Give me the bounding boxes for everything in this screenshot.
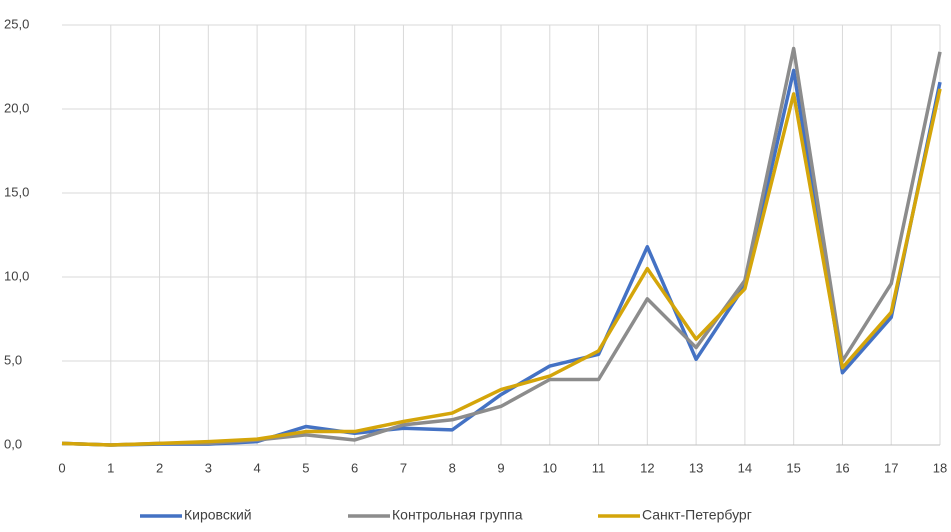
- x-tick-label: 11: [592, 460, 606, 475]
- y-tick-label: 10,0: [4, 268, 29, 283]
- x-tick-label: 4: [253, 460, 260, 475]
- legend-label: Кировский: [184, 507, 252, 523]
- x-tick-label: 17: [884, 460, 898, 475]
- x-tick-label: 18: [933, 460, 947, 475]
- legend-label: Контрольная группа: [392, 507, 523, 523]
- x-tick-label: 16: [835, 460, 849, 475]
- y-tick-label: 15,0: [4, 184, 29, 199]
- x-tick-label: 8: [449, 460, 456, 475]
- x-tick-label: 6: [351, 460, 358, 475]
- y-tick-label: 25,0: [4, 16, 29, 31]
- x-tick-label: 0: [58, 460, 65, 475]
- x-tick-label: 9: [497, 460, 504, 475]
- x-tick-label: 2: [156, 460, 163, 475]
- x-tick-label: 5: [302, 460, 309, 475]
- x-tick-label: 10: [543, 460, 557, 475]
- x-tick-label: 15: [786, 460, 800, 475]
- legend-label: Санкт-Петербург: [642, 507, 752, 523]
- x-tick-label: 13: [689, 460, 703, 475]
- x-tick-label: 14: [738, 460, 752, 475]
- y-tick-label: 5,0: [4, 352, 22, 367]
- series-line: [61, 88, 942, 447]
- x-tick-label: 3: [205, 460, 212, 475]
- y-tick-label: 20,0: [4, 100, 29, 115]
- y-tick-label: 0,0: [4, 436, 22, 451]
- x-tick-label: 12: [640, 460, 654, 475]
- x-tick-label: 7: [400, 460, 407, 475]
- x-tick-label: 1: [107, 460, 114, 475]
